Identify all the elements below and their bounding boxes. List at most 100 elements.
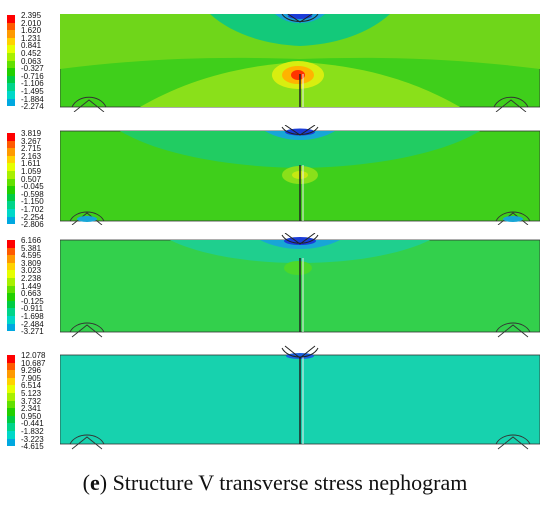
legend-swatch: [7, 400, 15, 409]
legend-swatch: [7, 98, 15, 107]
legend-value: 5.123: [21, 389, 42, 398]
legend-value: 0.841: [21, 41, 42, 51]
legend-swatch: [7, 370, 15, 378]
legend-value: -3.223: [21, 434, 44, 444]
legend-swatch: [7, 216, 15, 225]
legend-value: 2.341: [21, 404, 42, 414]
panel-1-hotspot-core: [291, 70, 305, 80]
stress-panel-2: [60, 125, 540, 225]
legend-swatch: [7, 193, 15, 202]
legend-swatch: [7, 385, 15, 393]
legend-value: 0.507: [21, 174, 42, 184]
legend-value: -0.716: [21, 71, 44, 81]
legend-value: 0.950: [21, 411, 42, 421]
legend-value: -1.150: [21, 197, 44, 207]
legend-swatch: [7, 171, 15, 179]
legend-value: -0.045: [21, 182, 44, 192]
legend-swatch: [7, 300, 15, 309]
legend-swatch: [7, 431, 15, 439]
legend-value: -1.495: [21, 87, 44, 96]
panel-3-support-left: [69, 322, 105, 338]
legend-value: 3.819: [21, 129, 42, 138]
panel-3-center-light: [284, 261, 312, 275]
legend-swatch: [7, 201, 15, 209]
legend-swatch: [7, 308, 15, 316]
legend-swatch: [7, 163, 15, 171]
legend-value: 4.595: [21, 251, 42, 261]
legend-value: -2.484: [21, 319, 44, 329]
legend-value: 1.620: [21, 26, 42, 36]
legend-swatch: [7, 316, 15, 324]
legend-value: 10.687: [21, 358, 46, 368]
panel-4-support-left: [69, 434, 105, 450]
legend-value: -1.106: [21, 79, 44, 89]
legend-swatch: [7, 209, 15, 217]
panel-3-load-marker: [281, 233, 319, 245]
legend-swatch: [7, 148, 15, 156]
legend-value: -1.884: [21, 94, 44, 104]
legend-value: 0.663: [21, 289, 42, 299]
legend-swatch: [7, 45, 15, 53]
legend-value: 6.166: [21, 236, 42, 245]
legend-swatch: [7, 60, 15, 69]
legend-value: 2.163: [21, 151, 42, 161]
legend-swatch: [7, 270, 15, 278]
legend-swatch: [7, 247, 15, 256]
caption-open-paren: (: [82, 470, 90, 495]
panel-4-top-blue: [286, 353, 314, 359]
panel-3-cyan-arc: [170, 240, 430, 263]
legend-value: -1.702: [21, 205, 44, 214]
legend-swatch: [7, 362, 15, 371]
legend-value: 12.078: [21, 351, 46, 360]
legend-value: 2.238: [21, 274, 42, 283]
figure-caption: (e) Structure V transverse stress nephog…: [0, 470, 550, 496]
legend-swatch: [7, 262, 15, 271]
legend-swatch: [7, 178, 15, 187]
legend-value: -1.832: [21, 427, 44, 436]
panel-3-top-dark-blue: [284, 237, 316, 245]
legend-swatch: [7, 140, 15, 149]
panel-2-support-left: [69, 211, 105, 225]
legend-swatch: [7, 30, 15, 38]
legend-swatch: [7, 377, 15, 386]
legend-value: -0.125: [21, 296, 44, 306]
legend-swatch: [7, 255, 15, 263]
legend-value: 9.296: [21, 366, 42, 376]
legend-swatch: [7, 15, 15, 23]
stress-panel-3: [60, 233, 540, 343]
panel-1-load-marker: [281, 14, 319, 23]
legend-value: -0.441: [21, 419, 44, 429]
legend-value: 2.715: [21, 144, 42, 154]
legend-value: -0.911: [21, 304, 44, 314]
panel-2-support-right: [495, 211, 531, 225]
legend-value: 1.059: [21, 167, 42, 176]
stress-panel-4: [60, 345, 540, 453]
panel-2-load-marker: [281, 125, 319, 136]
legend-value: 0.063: [21, 56, 42, 66]
legend-swatch: [7, 438, 15, 447]
legend-swatch: [7, 240, 15, 248]
caption-text: Structure V transverse stress nephogram: [107, 470, 468, 495]
stress-panel-1: [60, 14, 540, 112]
legend-swatch: [7, 285, 15, 294]
legend-swatch: [7, 133, 15, 141]
legend-value: 3.732: [21, 396, 42, 406]
legend-swatch: [7, 155, 15, 164]
panel-1-support-left: [71, 96, 107, 112]
legend-value: 5.381: [21, 243, 42, 253]
legend-value: 1.449: [21, 281, 42, 291]
legend-swatch: [7, 68, 15, 76]
legend-swatch: [7, 408, 15, 416]
legend-value: 2.395: [21, 11, 42, 20]
legend-swatch: [7, 37, 15, 46]
legend-swatch: [7, 22, 15, 31]
legend-value: -2.806: [21, 220, 44, 230]
legend-swatch: [7, 355, 15, 363]
legend-swatch: [7, 323, 15, 332]
legend-value: 6.514: [21, 381, 42, 391]
legend-swatch: [7, 186, 15, 194]
legend-value: -0.598: [21, 189, 44, 199]
legend-swatch: [7, 91, 15, 99]
legend-swatch: [7, 415, 15, 424]
legend-value: -2.254: [21, 212, 44, 222]
